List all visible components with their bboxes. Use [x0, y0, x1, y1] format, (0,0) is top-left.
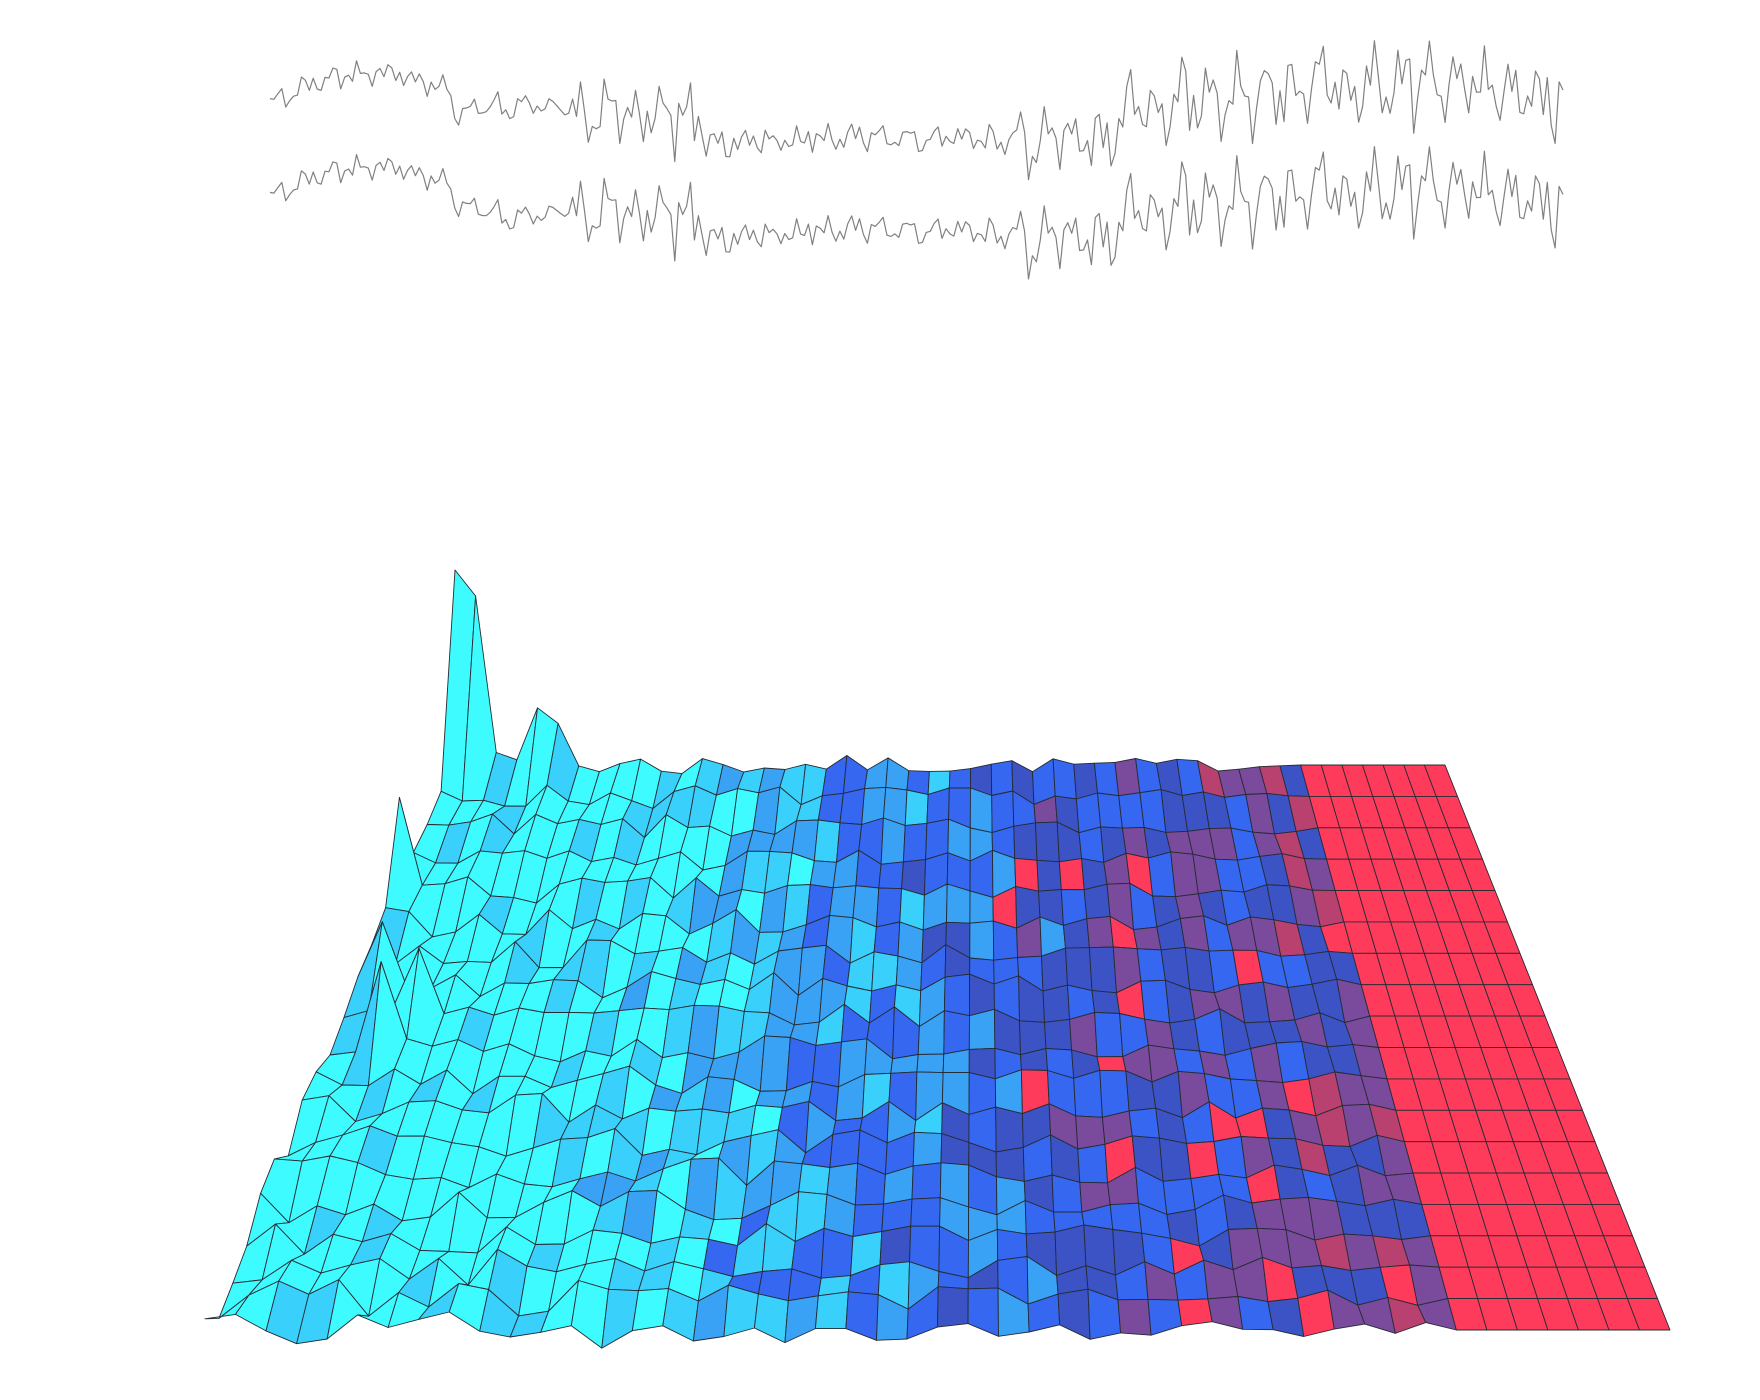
surface-cell: [759, 1035, 791, 1092]
surface-cell: [995, 1146, 1025, 1182]
surface-cell: [1035, 821, 1060, 863]
surface-cell: [1099, 1069, 1130, 1118]
surface-cell: [1096, 1056, 1127, 1072]
surface-cell: [904, 789, 929, 827]
surface-cell: [1140, 979, 1171, 1024]
surface-cell: [1117, 1298, 1152, 1336]
surface-cell: [1013, 822, 1038, 861]
surface-cell: [967, 1287, 999, 1337]
surface-cell: [910, 1197, 941, 1227]
surface-cell: [809, 860, 837, 889]
surface-cell: [839, 788, 866, 825]
surface-cell: [1057, 1288, 1091, 1340]
surface-cell: [601, 1288, 639, 1349]
surface-cell: [817, 792, 844, 824]
surface-cell: [829, 1129, 861, 1168]
surface-cell: [992, 920, 1019, 961]
surface-cell: [811, 1041, 842, 1088]
surface-cell: [755, 1090, 787, 1108]
surface-cell: [885, 757, 910, 791]
surface-cell: [875, 887, 903, 928]
surface-cell: [1014, 857, 1039, 892]
surface-cell: [1083, 883, 1111, 920]
surface-cell: [880, 817, 906, 865]
surface-cell: [991, 790, 1015, 834]
surface-cell: [1077, 1143, 1109, 1184]
surface-cell: [1093, 761, 1120, 797]
signal-trace-2: [269, 146, 1564, 280]
surface-cell: [1058, 858, 1085, 891]
surface-cell: [842, 755, 868, 794]
signal-trace-1: [269, 40, 1564, 181]
surface-cell: [1041, 947, 1068, 992]
surface-cell: [1073, 1069, 1103, 1118]
surface-cell: [1128, 1107, 1160, 1139]
surface-cell: [1109, 1202, 1143, 1234]
surface-cell: [864, 757, 889, 790]
surface-cell: [911, 1162, 942, 1200]
surface-cell: [916, 1053, 945, 1074]
surface-cell: [996, 1228, 1028, 1261]
surface-cell: [946, 883, 971, 924]
surface-cell: [1088, 946, 1117, 994]
surface-cell: [798, 1163, 831, 1195]
surface-cell: [684, 1157, 720, 1221]
surface-cell: [723, 1284, 759, 1337]
surface-cell: [1078, 826, 1105, 863]
surface-cell: [1147, 1298, 1183, 1336]
surface-cell: [943, 973, 971, 1017]
surface-cell: [1186, 1141, 1220, 1180]
surface-cell: [1042, 984, 1071, 1023]
surface-cell: [1044, 1018, 1073, 1051]
surface-cell: [902, 822, 928, 863]
surface-cell: [873, 921, 901, 957]
surface-cell: [701, 1076, 735, 1114]
surface-cell: [1075, 792, 1102, 834]
surface-cell: [1162, 1178, 1196, 1215]
surface-cell: [879, 1225, 912, 1266]
surface-cell: [829, 885, 857, 919]
surface-cell: [878, 861, 904, 890]
surface-cell: [968, 1008, 996, 1050]
surface-cell: [937, 1286, 969, 1328]
surface-cell: [821, 755, 848, 797]
surface-cell: [820, 1227, 854, 1279]
surface-cell: [995, 1106, 1024, 1153]
surface-cell: [1094, 1011, 1124, 1058]
surface-cell: [943, 1010, 970, 1055]
surface-cell: [990, 760, 1014, 796]
surface-cell: [1091, 990, 1121, 1014]
surface-plot: [204, 569, 1671, 1349]
surface-cell: [1075, 1115, 1106, 1150]
signal-trace-chart: [269, 40, 1564, 280]
surface-cell: [969, 787, 993, 834]
surface-cell: [1627, 1298, 1671, 1331]
surface-cell: [1036, 859, 1062, 892]
surface-cell: [753, 1293, 789, 1344]
surface-cell: [784, 1295, 819, 1344]
surface-cell: [1207, 1296, 1244, 1330]
surface-cell: [969, 920, 995, 961]
surface-cell: [1065, 947, 1093, 992]
surface-cell: [1052, 758, 1077, 800]
surface-cell: [845, 1291, 879, 1341]
surface-cell: [1133, 926, 1162, 951]
surface-cell: [948, 768, 972, 789]
surface-cell: [1158, 1137, 1192, 1182]
surface-cell: [1086, 915, 1114, 949]
surface-cell: [813, 819, 841, 863]
surface-cell: [1177, 1298, 1213, 1327]
surface-cell: [814, 1291, 849, 1330]
surface-cell: [912, 1131, 943, 1167]
